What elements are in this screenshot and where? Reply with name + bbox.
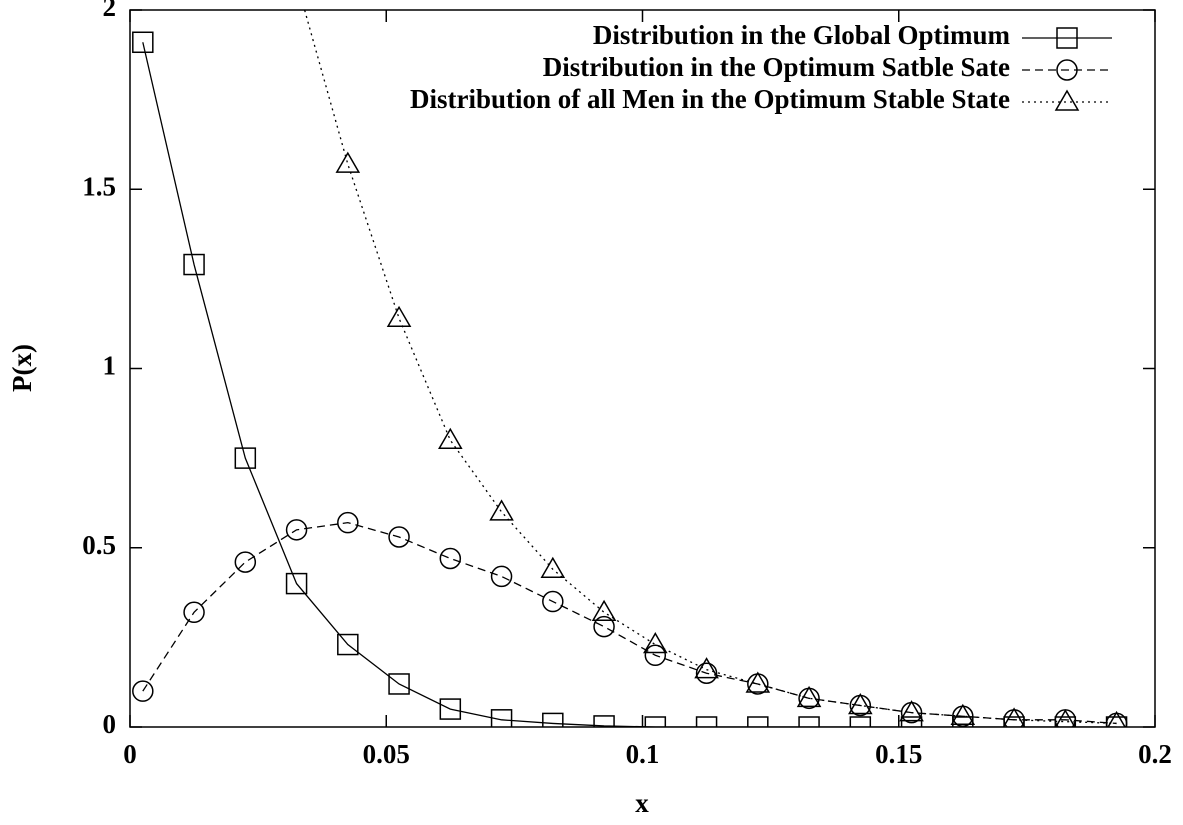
marker (234, 551, 257, 573)
x-tick-label: 0.15 (875, 739, 922, 769)
legend-label: Distribution in the Optimum Satble Sate (543, 52, 1010, 82)
y-axis-label: P(x) (7, 344, 37, 392)
marker (695, 662, 718, 684)
marker (540, 556, 566, 579)
y-tick-label: 0 (103, 709, 117, 739)
marker (183, 253, 205, 276)
y-tick-label: 1.5 (82, 171, 116, 201)
marker (388, 673, 410, 695)
series-line (142, 42, 1117, 727)
x-tick-label: 0 (123, 739, 137, 769)
marker (695, 716, 718, 727)
x-axis-label: x (635, 788, 649, 818)
marker (1054, 716, 1077, 727)
marker (386, 305, 412, 328)
marker (132, 680, 154, 702)
y-tick-label: 0.5 (82, 530, 116, 560)
legend-label: Distribution of all Men in the Optimum S… (410, 84, 1010, 114)
marker (644, 716, 667, 727)
marker (848, 692, 873, 715)
x-tick-label: 0.05 (363, 739, 410, 769)
marker (489, 499, 514, 521)
marker (234, 447, 257, 469)
marker (849, 716, 872, 727)
series-line (303, 10, 1117, 725)
marker (438, 427, 463, 449)
marker (439, 698, 462, 720)
marker (950, 703, 976, 725)
series-line (142, 521, 1117, 725)
marker (439, 547, 462, 570)
x-tick-label: 0.2 (1138, 739, 1172, 769)
legend-marker (1056, 59, 1078, 81)
marker (593, 715, 615, 727)
marker (900, 716, 923, 727)
marker (490, 709, 513, 727)
marker (542, 712, 564, 727)
plot-frame (129, 9, 1156, 728)
marker (644, 644, 667, 667)
marker (1002, 707, 1026, 727)
x-tick-label: 0.1 (626, 739, 660, 769)
marker (591, 599, 617, 622)
marker (183, 601, 205, 624)
marker (542, 590, 564, 613)
marker (745, 671, 771, 693)
marker (388, 526, 410, 548)
marker (643, 632, 668, 654)
marker (952, 716, 974, 727)
marker (593, 615, 615, 638)
marker (132, 31, 154, 54)
marker (285, 519, 308, 541)
marker (490, 565, 513, 588)
marker (337, 633, 359, 656)
marker (747, 716, 769, 727)
marker (1054, 709, 1076, 727)
marker (899, 700, 924, 722)
marker (285, 572, 308, 595)
marker (694, 657, 719, 679)
legend-marker (1056, 27, 1078, 49)
legend-marker (1054, 89, 1080, 111)
marker (335, 151, 361, 173)
marker (337, 511, 359, 534)
plot-area (132, 10, 1128, 727)
marker (796, 685, 822, 708)
marker (798, 716, 820, 727)
marker (1107, 710, 1126, 727)
marker (1003, 716, 1025, 727)
marker (1105, 716, 1128, 727)
y-tick-label: 2 (103, 0, 117, 22)
legend-label: Distribution in the Global Optimum (593, 20, 1011, 50)
y-tick-label: 1 (103, 351, 117, 381)
